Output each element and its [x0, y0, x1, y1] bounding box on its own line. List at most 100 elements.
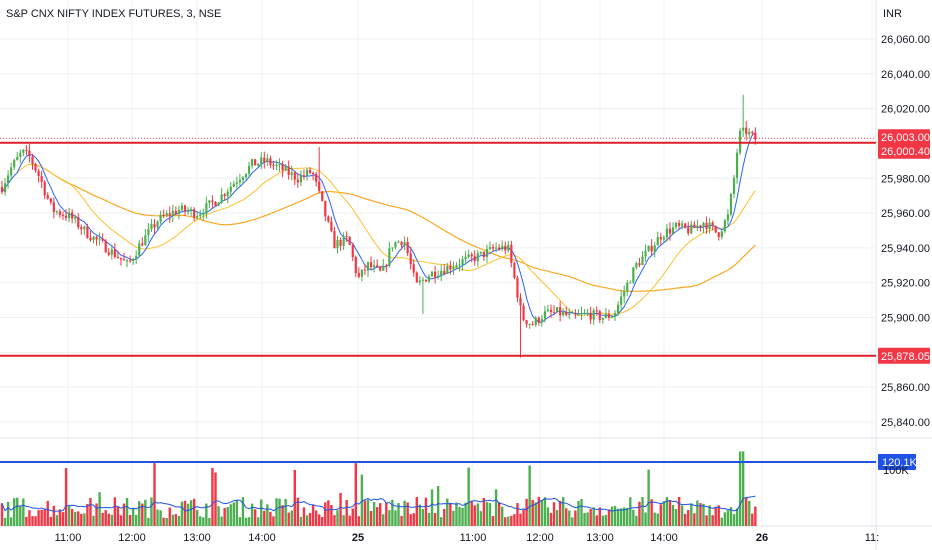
volume-bar	[284, 498, 287, 526]
candle-body	[540, 319, 543, 323]
candle-body	[205, 202, 208, 214]
volume-bar	[253, 509, 257, 526]
candle-body	[501, 245, 504, 250]
volume-bar	[125, 498, 129, 526]
volume-bar	[619, 508, 623, 526]
candle-body	[424, 279, 428, 282]
volume-bar	[418, 504, 422, 526]
candle-body	[421, 279, 424, 281]
price-axis[interactable]: INR26,060.0026,040.0026,020.0026,000.002…	[878, 8, 930, 477]
candle-body	[726, 214, 729, 221]
volume-bar	[415, 496, 418, 526]
candle-body	[369, 262, 373, 268]
candle-body	[491, 246, 495, 249]
horizontal-levels	[0, 137, 876, 463]
volume-bar	[223, 507, 226, 526]
volume-bar	[250, 503, 254, 526]
volume-bar	[290, 510, 293, 526]
candle-body	[25, 149, 28, 151]
candle-body	[220, 194, 223, 203]
candle-body	[720, 231, 723, 237]
candle-body	[699, 225, 702, 228]
time-tick-label: 14:00	[248, 532, 276, 544]
volume-bar	[616, 508, 620, 526]
candle-body	[119, 257, 123, 260]
volume-bar	[555, 510, 559, 526]
candle-body	[485, 249, 489, 257]
volume-bar	[333, 515, 336, 526]
volume-bar	[684, 513, 687, 526]
candle-body	[52, 202, 55, 212]
candle-body	[135, 255, 138, 260]
volume-bar	[690, 503, 693, 526]
volume-bar	[613, 505, 617, 526]
candle-body	[186, 211, 190, 213]
volume-bar	[400, 515, 403, 526]
candle-body	[510, 244, 513, 263]
candle-body	[735, 152, 739, 178]
volume-bar	[403, 500, 406, 526]
candle-body	[351, 244, 354, 258]
volume-bar	[168, 507, 171, 526]
candle-body	[49, 198, 52, 203]
price-tick-label: 25,960.00	[881, 208, 930, 220]
volume-bar	[257, 517, 260, 526]
candle-body	[418, 280, 421, 283]
volume-bar	[324, 502, 327, 526]
volume-bar	[46, 500, 49, 526]
candle-body	[437, 275, 440, 278]
candle-body	[165, 213, 168, 216]
volume-bar	[519, 513, 522, 526]
volume-bar	[464, 502, 467, 526]
candle-body	[321, 191, 324, 201]
candle-body	[327, 216, 330, 222]
volume-bar	[31, 516, 34, 526]
volume-bar	[0, 503, 4, 526]
candle-body	[299, 175, 302, 183]
candle-body	[34, 163, 37, 171]
level-high-tag: 26,000.40	[881, 146, 930, 158]
candle-body	[617, 304, 620, 314]
candle-body	[549, 309, 553, 312]
candle-body	[525, 320, 528, 325]
volume-bar	[113, 497, 117, 526]
volume-bar	[513, 514, 516, 526]
candle-body	[281, 164, 284, 171]
volume-bar	[677, 496, 681, 526]
candle-body	[138, 243, 141, 256]
volume-bar	[510, 515, 513, 526]
candle-body	[251, 159, 254, 166]
candle-body	[662, 237, 665, 240]
volume-bar	[357, 516, 361, 526]
candle-body	[653, 245, 656, 252]
candle-body	[397, 241, 400, 243]
candle-body	[342, 236, 345, 246]
volume-bar	[74, 511, 77, 526]
candle-body	[376, 265, 379, 267]
candle-body	[58, 211, 62, 215]
volume-bar	[260, 499, 263, 526]
volume-bar	[446, 498, 449, 526]
candle-body	[507, 244, 510, 251]
candle-body	[665, 228, 668, 238]
time-axis[interactable]: 11:00 12:00 13:00 14:00 25 11:00 12:00 13:00 14:…	[55, 532, 880, 544]
volume-bar	[391, 499, 394, 526]
candle-body	[22, 149, 25, 153]
candle-body	[315, 174, 318, 182]
candle-body	[287, 166, 290, 175]
candle-body	[702, 222, 705, 228]
volume-bar	[189, 500, 193, 526]
candle-body	[31, 156, 34, 164]
volume-bars	[0, 451, 757, 526]
volume-bar	[104, 510, 107, 526]
volume-bar	[601, 515, 605, 526]
candle-body	[565, 311, 568, 316]
candle-body	[193, 209, 196, 218]
volume-tick-label: 100K	[883, 465, 909, 477]
volume-bar	[25, 516, 28, 526]
candle-body	[528, 324, 531, 326]
volume-bar	[388, 510, 391, 526]
candle-body	[745, 127, 748, 135]
volume-bar	[717, 505, 720, 526]
